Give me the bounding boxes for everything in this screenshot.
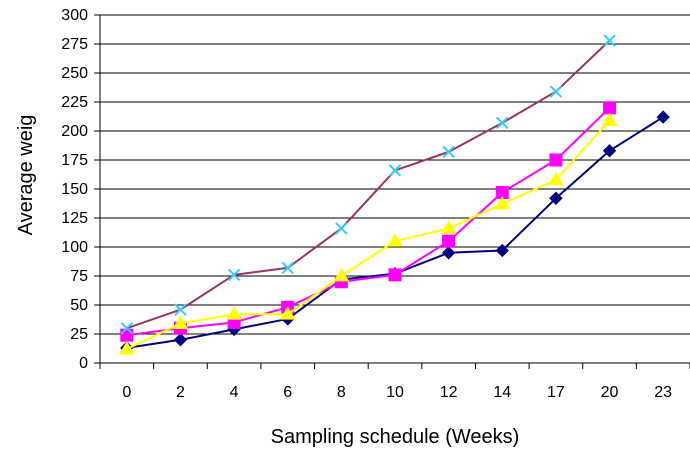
x-tick-label: 23 bbox=[654, 384, 672, 401]
y-tick-label: 125 bbox=[61, 210, 88, 227]
grid-layer bbox=[100, 14, 690, 364]
series-4-point bbox=[442, 145, 455, 159]
series-2-point bbox=[442, 234, 456, 248]
y-tick-label: 50 bbox=[70, 297, 88, 314]
x-tick-label: 6 bbox=[283, 384, 292, 401]
label-layer: 0 25 50 75 100 125 150 175 200 225 250 275 300 0 2 4 6 8 1… bbox=[61, 7, 672, 401]
series-2-line bbox=[125, 106, 611, 337]
series-4-point bbox=[549, 85, 563, 98]
series-4-point bbox=[496, 116, 509, 130]
series-3-point bbox=[440, 220, 457, 234]
series-3-line bbox=[125, 119, 611, 351]
series-1-point bbox=[495, 243, 509, 258]
x-tick-label: 8 bbox=[337, 384, 346, 401]
series-4-point bbox=[120, 321, 134, 335]
axis-layer bbox=[94, 14, 690, 369]
x-tick-label: 10 bbox=[386, 384, 404, 401]
series-4-line bbox=[125, 39, 611, 330]
series-3-point bbox=[172, 315, 189, 329]
series-2-point bbox=[120, 328, 134, 342]
series-1-point bbox=[441, 246, 456, 260]
y-tick-label: 150 bbox=[61, 181, 88, 198]
series-3-point bbox=[601, 112, 618, 126]
x-tick-label: 20 bbox=[601, 384, 619, 401]
series-4-point bbox=[227, 268, 241, 282]
series-4-point bbox=[603, 34, 616, 47]
series-1-line bbox=[125, 116, 665, 349]
series-4 bbox=[120, 34, 616, 335]
series-layer bbox=[118, 34, 670, 355]
y-tick-label: 300 bbox=[61, 7, 88, 24]
x-tick-label: 4 bbox=[230, 384, 239, 401]
y-tick-label: 75 bbox=[70, 268, 88, 285]
series-3-point bbox=[279, 306, 296, 320]
series-3 bbox=[118, 112, 618, 355]
series-1-point bbox=[173, 333, 188, 347]
series-3-point bbox=[548, 171, 564, 186]
y-tick-label: 175 bbox=[61, 152, 88, 169]
series-4-point bbox=[335, 222, 348, 235]
x-axis-title: Sampling schedule (Weeks) bbox=[271, 426, 520, 448]
y-tick-label: 275 bbox=[61, 36, 88, 53]
series-1-point bbox=[549, 191, 563, 205]
y-tick-label: 0 bbox=[79, 355, 88, 372]
series-4-point bbox=[174, 303, 187, 316]
y-tick-label: 200 bbox=[61, 123, 88, 140]
y-axis-title: Average weig bbox=[15, 115, 37, 236]
series-1 bbox=[120, 110, 670, 355]
y-tick-label: 225 bbox=[61, 94, 88, 111]
x-tick-label: 0 bbox=[122, 384, 131, 401]
series-3-point bbox=[226, 306, 242, 320]
series-3-point bbox=[118, 341, 135, 355]
x-tick-label: 2 bbox=[176, 384, 185, 401]
x-tick-label: 14 bbox=[493, 384, 511, 401]
y-tick-label: 100 bbox=[61, 239, 88, 256]
series-1-point bbox=[602, 144, 617, 158]
series-2-point bbox=[388, 268, 402, 282]
y-tick-label: 250 bbox=[61, 65, 88, 82]
series-2-point bbox=[549, 153, 563, 167]
x-tick-label: 17 bbox=[547, 384, 565, 401]
series-3-point bbox=[387, 233, 403, 247]
y-tick-label: 25 bbox=[70, 326, 88, 343]
series-4-point bbox=[388, 164, 402, 177]
series-1-point bbox=[656, 110, 670, 124]
series-2-point bbox=[603, 101, 617, 115]
x-tick-label: 12 bbox=[440, 384, 458, 401]
series-3-point bbox=[494, 196, 511, 210]
series-3-point bbox=[333, 268, 350, 282]
series-4-point bbox=[281, 261, 294, 275]
